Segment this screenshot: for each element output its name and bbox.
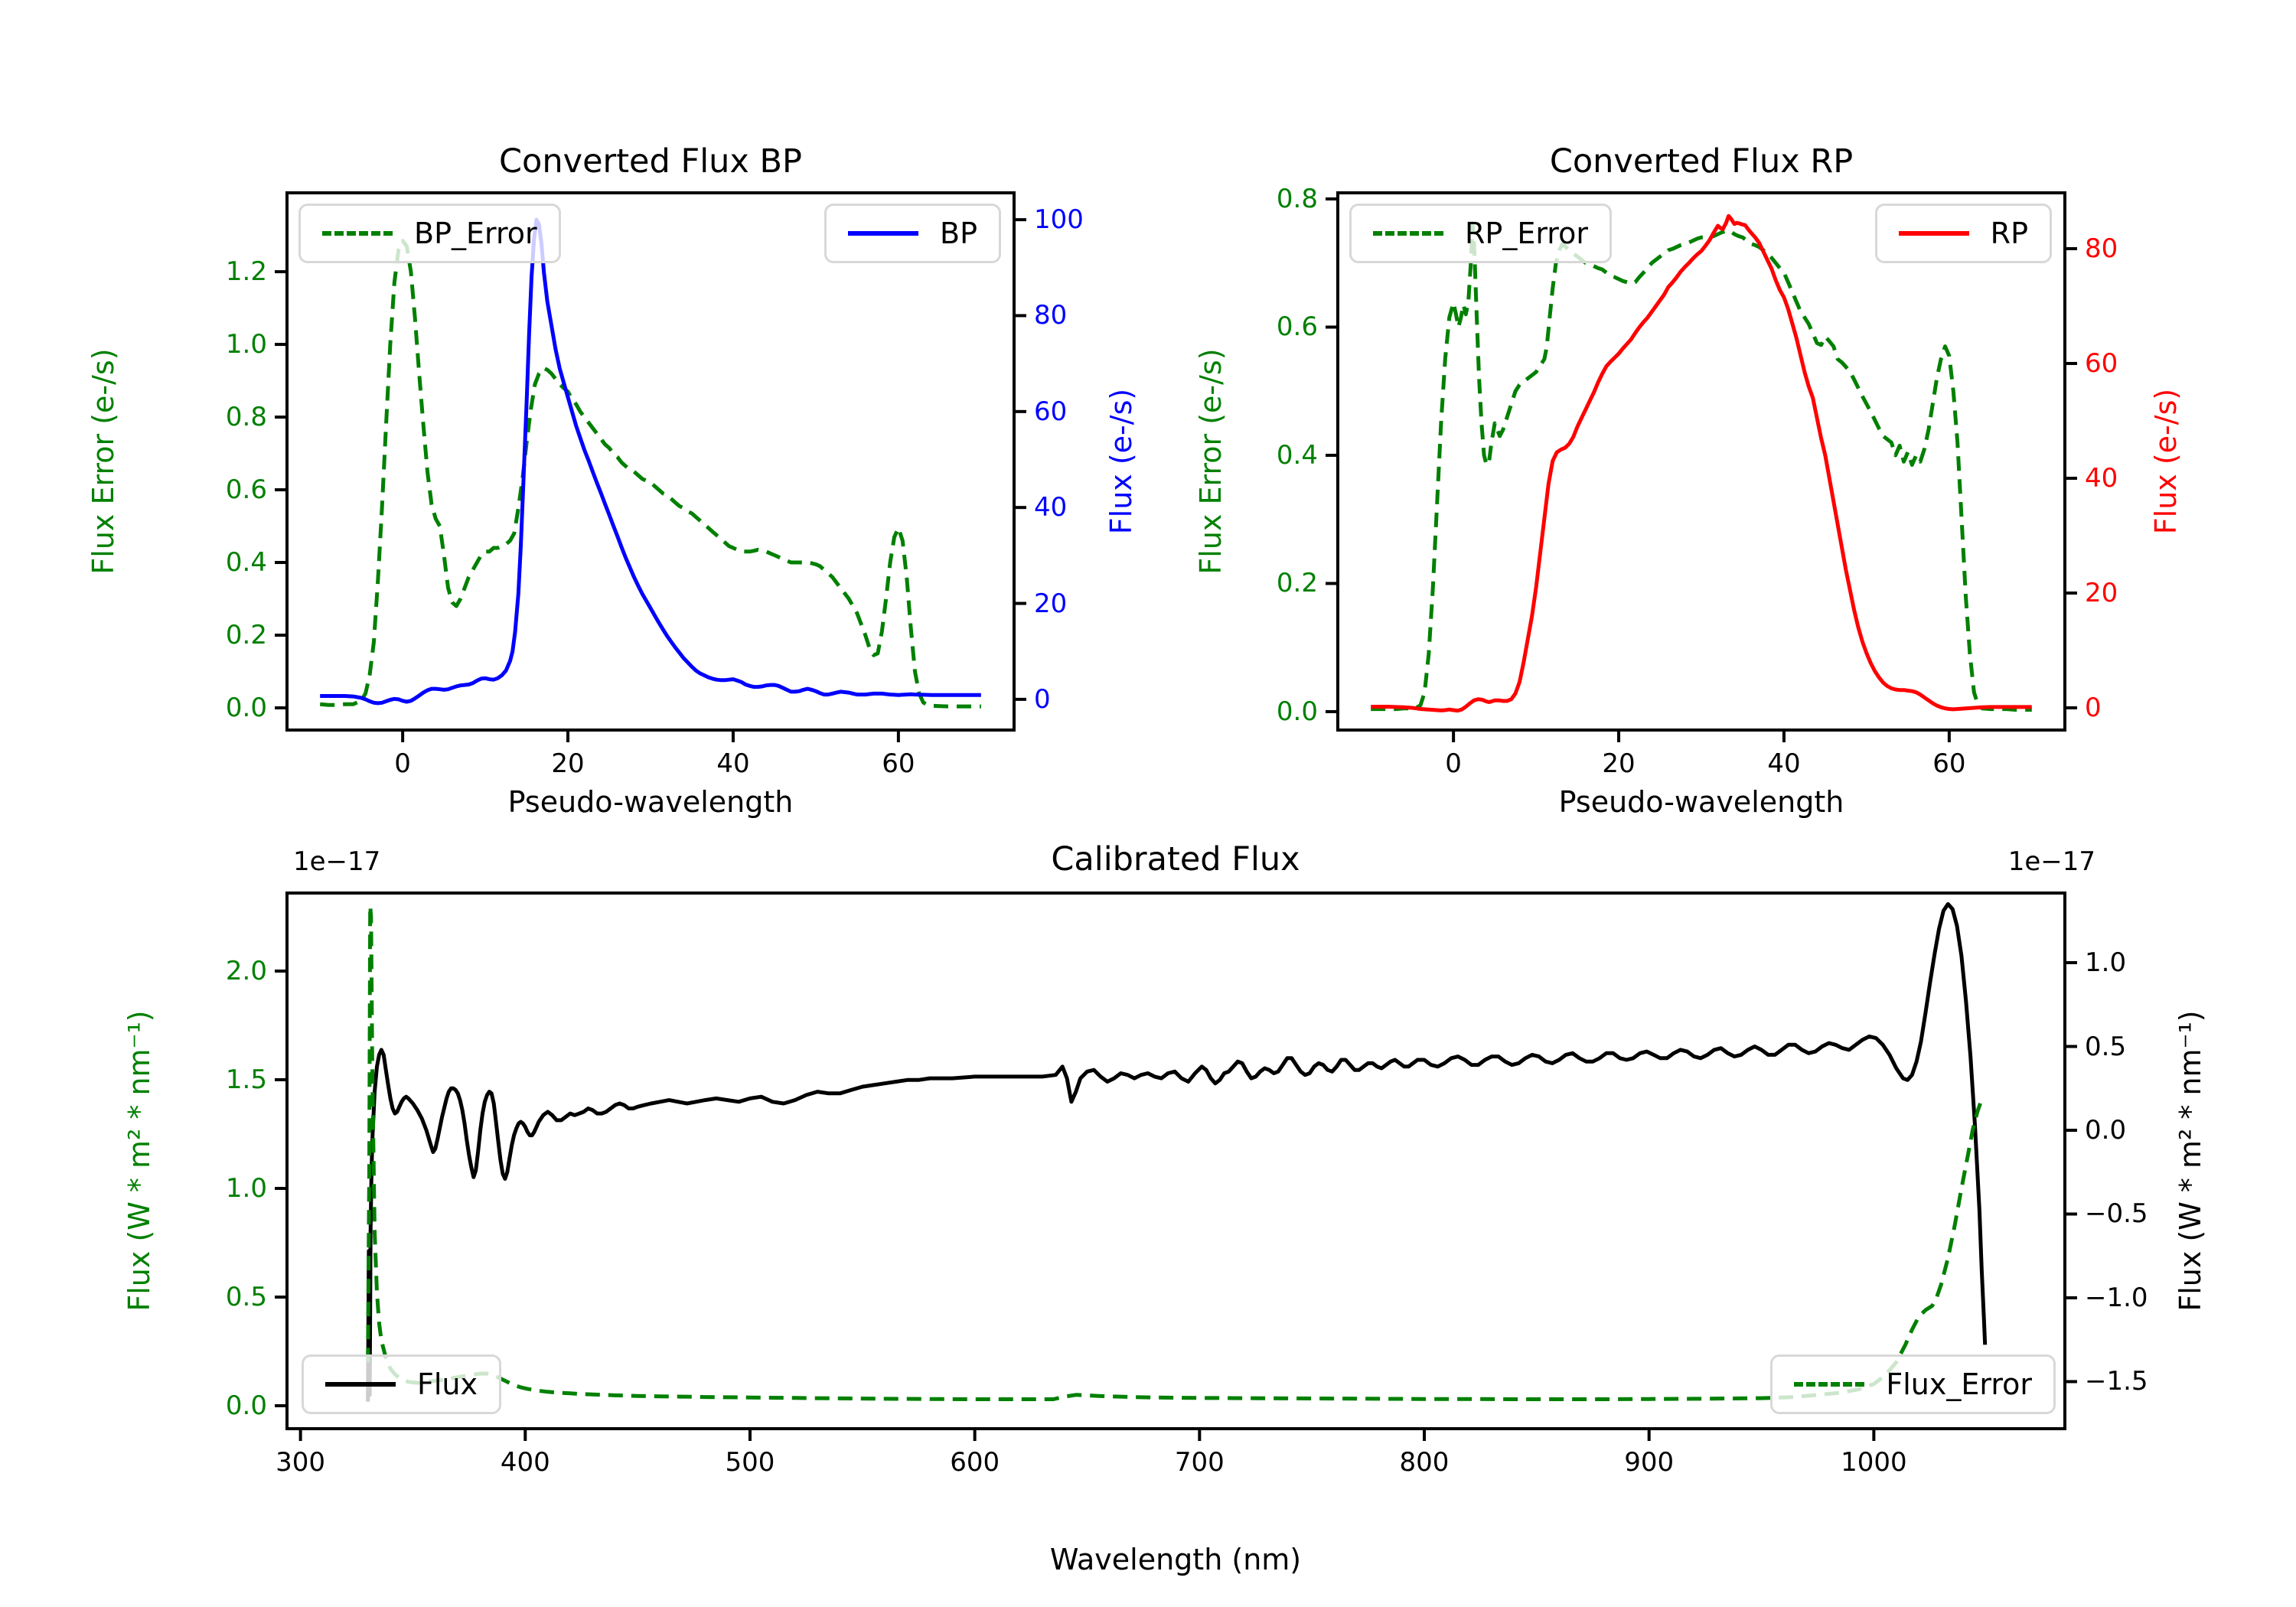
y-tick-label-left: 1.5 bbox=[225, 1064, 267, 1095]
x-tick-label: 400 bbox=[500, 1447, 550, 1478]
y-tick-label-left: 1.0 bbox=[225, 1172, 267, 1204]
series-flux bbox=[366, 901, 1988, 1402]
y-tick-label-right: 0.5 bbox=[2085, 1031, 2127, 1062]
y-tick-label-right: 80 bbox=[1034, 300, 1068, 331]
ylabel-rp-right: Flux (e-/s) bbox=[2149, 388, 2183, 535]
x-tick-label: 60 bbox=[882, 748, 915, 779]
ylabel-bp-left: Flux Error (e-/s) bbox=[86, 348, 120, 575]
y-tick-label-left: 0.8 bbox=[1276, 183, 1318, 214]
y-tick-label-left: 0.2 bbox=[1276, 568, 1318, 599]
x-tick-label: 300 bbox=[276, 1447, 326, 1478]
xlabel-calibrated: Wavelength (nm) bbox=[1049, 1543, 1302, 1576]
xlabel-rp: Pseudo-wavelength bbox=[1558, 785, 1844, 819]
x-tick-label: 20 bbox=[551, 748, 585, 779]
y-tick-label-left: 0.8 bbox=[225, 402, 267, 433]
series-bp_error bbox=[319, 239, 981, 709]
legend-rp: RP bbox=[1874, 204, 2052, 263]
y-tick-label-left: 1.0 bbox=[225, 329, 267, 360]
legend-label: BP bbox=[940, 217, 977, 250]
y-tick-label-left: 0.5 bbox=[225, 1281, 267, 1312]
y-tick-label-left: 0.0 bbox=[1276, 696, 1318, 727]
y-tick-label-left: 0.4 bbox=[1276, 439, 1318, 471]
x-tick-label: 500 bbox=[725, 1447, 775, 1478]
y-tick-label-left: 0.0 bbox=[225, 693, 267, 724]
legend-bp: BP bbox=[824, 204, 1001, 263]
y-tick-label-right: 40 bbox=[1034, 492, 1068, 523]
legend-label: RP_Error bbox=[1465, 217, 1588, 250]
legend-line-solid-icon bbox=[1898, 231, 1969, 236]
x-tick-label: 60 bbox=[1932, 748, 1966, 779]
title-converted-flux-bp: Converted Flux BP bbox=[499, 142, 802, 181]
x-tick-label: 0 bbox=[394, 748, 411, 779]
x-tick-label: 700 bbox=[1174, 1447, 1225, 1478]
legend-line-dashed-icon bbox=[1794, 1382, 1865, 1387]
y-tick-label-right: 0.0 bbox=[2085, 1114, 2127, 1146]
y-tick-label-right: 60 bbox=[2085, 347, 2118, 379]
legend-line-dashed-icon bbox=[322, 231, 393, 236]
x-tick-label: 1000 bbox=[1841, 1447, 1907, 1478]
y-tick-label-right: 40 bbox=[2085, 462, 2118, 494]
legend-line-solid-icon bbox=[325, 1382, 396, 1387]
legend-flux-error: Flux_Error bbox=[1770, 1354, 2056, 1414]
legend-label: BP_Error bbox=[414, 217, 537, 250]
ylabel-bp-right: Flux (e-/s) bbox=[1104, 388, 1138, 535]
legend-line-solid-icon bbox=[848, 231, 919, 236]
title-calibrated-flux: Calibrated Flux bbox=[1051, 840, 1300, 878]
legend-bp-error: BP_Error bbox=[298, 204, 561, 263]
x-tick-label: 800 bbox=[1399, 1447, 1450, 1478]
y-tick-label-left: 0.0 bbox=[225, 1390, 267, 1421]
axes-spines-calibrated bbox=[285, 892, 2066, 1430]
ylabel-rp-left: Flux Error (e-/s) bbox=[1194, 348, 1228, 575]
y-tick-label-right: −1.0 bbox=[2085, 1282, 2148, 1313]
y-tick-label-right: 0 bbox=[1034, 683, 1051, 715]
xlabel-bp: Pseudo-wavelength bbox=[507, 785, 794, 819]
y-tick-label-right: 60 bbox=[1034, 396, 1068, 427]
ylabel-calibrated-right: Flux (W * m² * nm⁻¹) bbox=[2174, 1010, 2207, 1312]
x-tick-label: 20 bbox=[1602, 748, 1636, 779]
legend-rp-error: RP_Error bbox=[1349, 204, 1612, 263]
series-bp bbox=[320, 217, 981, 706]
y-tick-label-right: 80 bbox=[2085, 233, 2118, 264]
y-tick-label-right: −0.5 bbox=[2085, 1198, 2148, 1230]
legend-flux: Flux bbox=[302, 1354, 501, 1414]
series-flux_error bbox=[366, 904, 1984, 1401]
offset-text-left: 1e−17 bbox=[293, 846, 381, 877]
y-tick-label-right: 20 bbox=[2085, 577, 2118, 608]
x-tick-label: 0 bbox=[1445, 748, 1462, 779]
y-tick-label-left: 0.6 bbox=[225, 474, 267, 506]
series-rp_error bbox=[1371, 223, 2032, 712]
x-tick-label: 40 bbox=[716, 748, 750, 779]
y-tick-label-left: 0.6 bbox=[1276, 311, 1318, 343]
y-tick-label-right: 100 bbox=[1034, 204, 1084, 236]
title-converted-flux-rp: Converted Flux RP bbox=[1549, 142, 1854, 181]
y-tick-label-left: 1.2 bbox=[225, 256, 267, 288]
y-tick-label-right: 1.0 bbox=[2085, 947, 2127, 978]
legend-label: RP bbox=[1990, 217, 2028, 250]
x-tick-label: 900 bbox=[1624, 1447, 1675, 1478]
x-tick-label: 40 bbox=[1767, 748, 1801, 779]
offset-text-right: 1e−17 bbox=[2007, 846, 2095, 877]
legend-line-dashed-icon bbox=[1373, 231, 1443, 236]
y-tick-label-left: 2.0 bbox=[225, 955, 267, 986]
legend-label: Flux bbox=[417, 1367, 478, 1401]
y-tick-label-right: 20 bbox=[1034, 588, 1068, 619]
x-tick-label: 600 bbox=[950, 1447, 1000, 1478]
axes-spines-bp bbox=[285, 191, 1016, 732]
y-tick-label-right: −1.5 bbox=[2085, 1366, 2148, 1397]
y-tick-label-left: 0.4 bbox=[225, 547, 267, 579]
legend-label: Flux_Error bbox=[1886, 1367, 2032, 1401]
axes-spines-rp bbox=[1336, 191, 2066, 732]
series-rp bbox=[1371, 214, 2032, 713]
ylabel-calibrated-left: Flux (W * m² * nm⁻¹) bbox=[122, 1010, 156, 1312]
y-tick-label-right: 0 bbox=[2085, 692, 2102, 723]
y-tick-label-left: 0.2 bbox=[225, 620, 267, 651]
